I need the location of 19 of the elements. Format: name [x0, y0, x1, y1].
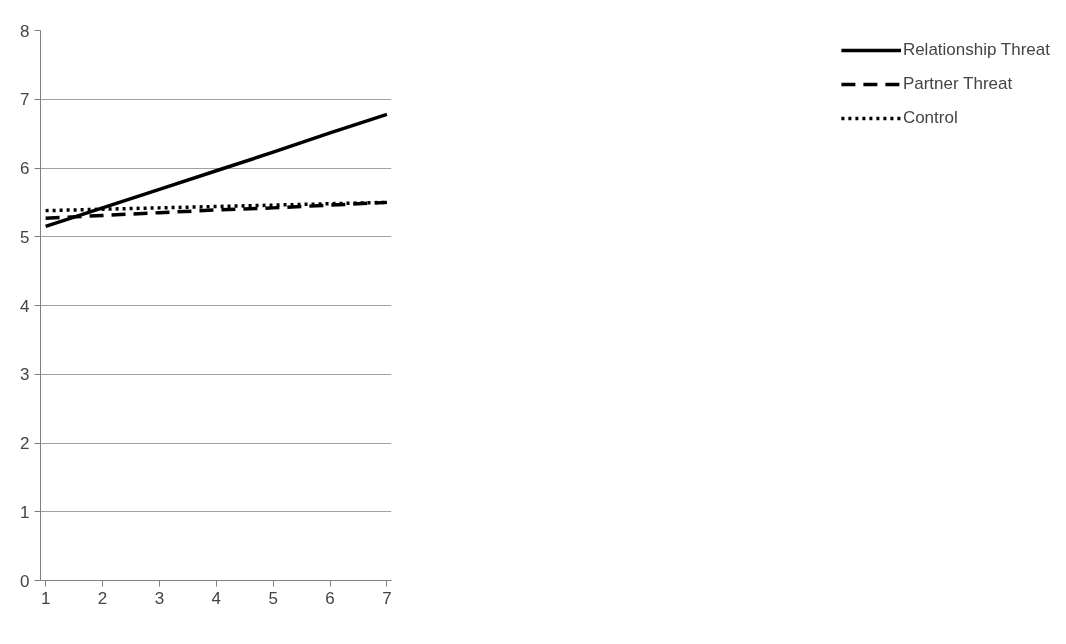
y-tick-label: 4	[20, 296, 30, 316]
x-tick-label: 4	[211, 588, 222, 608]
legend-label: Partner Threat	[902, 74, 1013, 94]
x-tick-label: 3	[154, 588, 165, 608]
y-tick-label: 5	[20, 227, 30, 247]
y-tick-label: 8	[20, 21, 30, 41]
y-tick-label: 1	[20, 502, 30, 522]
x-tick-label: 6	[325, 588, 335, 608]
y-tick-label: 6	[20, 159, 30, 178]
x-tick-label: 1	[40, 588, 51, 608]
y-tick-label: 7	[20, 90, 30, 110]
y-tick-label: 0	[20, 571, 30, 591]
legend-label: Control	[902, 108, 958, 128]
x-tick-label: 2	[97, 588, 108, 608]
x-tick-label: 5	[268, 588, 278, 608]
legend-label: Relationship Threat	[902, 40, 1050, 60]
x-tick-label: 7	[382, 588, 392, 608]
y-tick-label: 2	[20, 434, 30, 453]
y-tick-label: 3	[20, 365, 30, 385]
